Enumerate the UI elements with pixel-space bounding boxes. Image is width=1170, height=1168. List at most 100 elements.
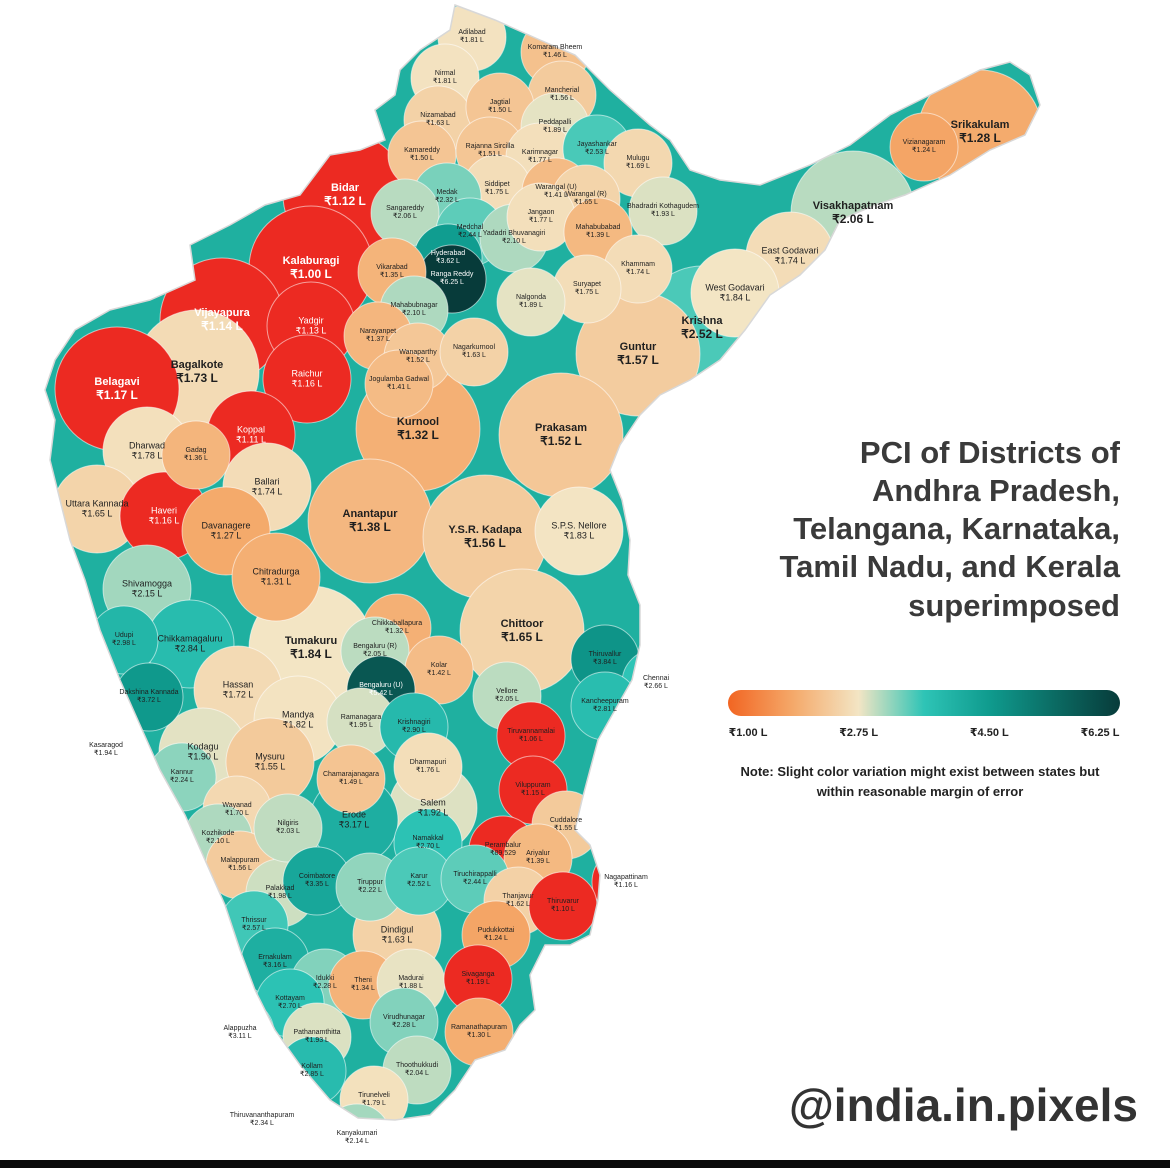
district-label-nilgiris: Nilgiris ₹2.03 L (276, 820, 300, 836)
district-name: Anantapur (342, 507, 398, 520)
district-value: ₹2.14 L (345, 1138, 369, 1145)
district-name: Ramanathapuram (450, 1023, 508, 1031)
district-label-mysuru: Mysuru ₹1.55 L (255, 752, 286, 773)
district-value: ₹3.72 L (137, 697, 161, 704)
district-label-suryapet: Suryapet ₹1.75 L (573, 281, 601, 297)
district-name: Yadadri Bhuvanagiri (482, 229, 546, 237)
district-label-uttara-kannada: Uttara Kannada ₹1.65 L (65, 499, 128, 520)
district-label-s-p-s-nellore: S.P.S. Nellore ₹1.83 L (551, 521, 606, 542)
district-label-kannur: Kannur ₹2.24 L (170, 769, 194, 785)
district-label-karimnagar: Karimnagar ₹1.77 L (522, 149, 558, 165)
district-value: ₹1.41 L (387, 384, 411, 391)
district-value: ₹2.81 L (593, 706, 617, 713)
district-value: ₹1.31 L (260, 577, 292, 587)
district-value: ₹1.16 L (614, 882, 638, 889)
district-value: ₹1.62 L (506, 901, 530, 908)
district-value: ₹1.90 L (187, 752, 219, 762)
district-name: Medchal (456, 223, 484, 231)
district-label-wanaparthy: Wanaparthy ₹1.52 L (399, 349, 436, 365)
district-name: Mancherial (544, 86, 580, 94)
district-label-nalgonda: Nalgonda ₹1.89 L (516, 294, 546, 310)
district-value: ₹1.24 L (484, 935, 508, 942)
district-name: Mandya (281, 709, 315, 720)
district-name: Chikkaballapura (371, 619, 423, 627)
district-name: Nagapattinam (604, 873, 648, 881)
district-area-nalgonda (496, 267, 566, 337)
district-label-vizianagaram: Vizianagaram ₹1.24 L (903, 139, 946, 155)
district-label-sivaganga: Sivaganga ₹1.19 L (461, 971, 494, 987)
district-label-guntur: Guntur ₹1.57 L (617, 341, 659, 367)
note-text: Note: Slight color variation might exist… (700, 762, 1140, 801)
district-name: Kanyakumari (336, 1129, 378, 1137)
district-value: ₹1.92 L (417, 808, 449, 818)
district-value: ₹1.89 L (519, 302, 543, 309)
district-value: ₹1.15 L (521, 790, 545, 797)
district-value: ₹1.51 L (478, 151, 502, 158)
district-name: Chitradurga (252, 566, 300, 577)
district-label-chamarajanagara: Chamarajanagara ₹1.49 L (323, 771, 379, 787)
district-label-peddapalli: Peddapalli ₹1.89 L (539, 119, 572, 135)
district-area-raichur (262, 334, 352, 424)
district-value: ₹1.72 L (222, 690, 254, 700)
district-label-ernakulam: Ernakulam ₹3.16 L (258, 954, 291, 970)
district-name: Sivaganga (461, 970, 495, 978)
district-label-virudhunagar: Virudhunagar ₹2.28 L (383, 1014, 425, 1030)
district-name: Prakasam (535, 421, 587, 434)
district-value: ₹1.39 L (526, 858, 550, 865)
district-label-cuddalore: Cuddalore ₹1.55 L (550, 817, 582, 833)
legend-tick-3: ₹4.50 L (969, 727, 1009, 739)
district-name: Jayashankar (577, 140, 617, 148)
district-name: Mysuru (255, 751, 285, 762)
district-name: Vellore (496, 687, 518, 695)
district-name: Belagavi (94, 375, 140, 388)
district-name: Nizamabad (420, 111, 456, 119)
district-name: Coimbatore (298, 872, 336, 880)
district-name: Malappuram (220, 856, 260, 864)
district-label-belagavi: Belagavi ₹1.17 L (94, 376, 139, 402)
district-label-nizamabad: Nizamabad ₹1.63 L (420, 112, 455, 128)
district-value: ₹1.69 L (626, 163, 650, 170)
district-name: Vijayapura (194, 306, 250, 319)
district-label-siddipet: Siddipet ₹1.75 L (484, 181, 509, 197)
district-name: Chamarajanagara (322, 770, 380, 778)
district-name: Hassan (222, 679, 254, 690)
district-label-wayanad: Wayanad ₹1.70 L (222, 802, 251, 818)
district-name: Hyderabad (430, 249, 466, 257)
district-label-namakkal: Namakkal ₹2.70 L (412, 835, 443, 851)
district-value: ₹1.75 L (485, 189, 509, 196)
district-label-vikarabad: Vikarabad ₹1.35 L (376, 264, 407, 280)
district-label-sangareddy: Sangareddy ₹2.06 L (386, 205, 424, 221)
district-value: ₹2.32 L (435, 197, 459, 204)
district-name: Nilgiris (277, 819, 299, 827)
district-label-adilabad: Adilabad ₹1.81 L (458, 29, 485, 45)
district-name: Bengaluru (R) (353, 642, 397, 650)
district-name: Guntur (619, 340, 657, 353)
district-label-jayashankar: Jayashankar ₹2.53 L (577, 141, 617, 157)
district-label-bengaluru-r: Bengaluru (R) ₹2.05 L (353, 643, 397, 659)
district-value: ₹1.77 L (529, 217, 553, 224)
district-value: ₹1.83 L (563, 531, 595, 541)
district-label-davanagere: Davanagere ₹1.27 L (201, 521, 250, 542)
district-value: ₹1.75 L (575, 289, 599, 296)
district-name: Kasaragod (89, 741, 123, 749)
district-name: Jogulamba Gadwal (369, 375, 429, 383)
district-name: Namakkal (412, 834, 444, 842)
district-label-palakkad: Palakkad ₹1.98 L (266, 885, 295, 901)
district-name: Tumakuru (284, 634, 338, 647)
district-label-kalaburagi: Kalaburagi ₹1.00 L (283, 255, 340, 281)
district-value: ₹1.00 L (290, 266, 332, 281)
district-value: ₹2.70 L (416, 843, 440, 850)
district-value: ₹2.66 L (644, 683, 668, 690)
district-name: Salem (420, 797, 446, 808)
district-label-mandya: Mandya ₹1.82 L (282, 710, 314, 731)
district-value: ₹1.50 L (488, 107, 512, 114)
district-value: ₹2.52 L (681, 326, 723, 341)
color-legend: ₹1.00 L ₹2.75 L ₹4.50 L ₹6.25 L (728, 690, 1120, 750)
district-name: Nalgonda (516, 293, 546, 301)
district-value: ₹2.10 L (206, 838, 230, 845)
district-label-bagalkote: Bagalkote ₹1.73 L (171, 359, 224, 385)
district-value: ₹2.98 L (112, 640, 136, 647)
district-value: ₹1.63 L (426, 120, 450, 127)
district-label-shivamogga: Shivamogga ₹2.15 L (122, 579, 172, 600)
district-name: Srikakulam (950, 118, 1010, 131)
